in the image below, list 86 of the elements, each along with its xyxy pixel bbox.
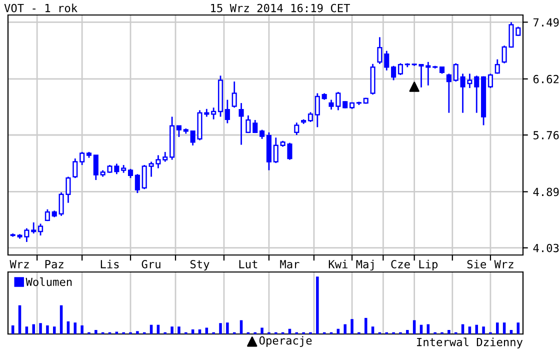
candlestick <box>134 173 140 194</box>
candlestick <box>246 114 251 134</box>
bar <box>46 325 49 334</box>
bar <box>448 330 450 334</box>
x-tick-label: Lut <box>239 260 258 268</box>
bar <box>516 322 520 334</box>
x-tick-label: Kwi <box>328 260 348 268</box>
candlestick <box>391 65 396 81</box>
candlestick <box>232 80 237 108</box>
candlestick <box>162 151 168 162</box>
x-tick-label: Sie <box>467 260 486 268</box>
y-tick-label: 4.89 <box>533 188 559 196</box>
bar <box>219 323 222 334</box>
y-tick-label: 5.76 <box>534 131 559 140</box>
bar <box>406 330 409 334</box>
candlestick <box>488 73 493 89</box>
bar <box>371 326 374 334</box>
bar <box>364 318 368 334</box>
bar <box>205 328 208 334</box>
candlestick <box>260 129 265 140</box>
bar <box>316 276 319 334</box>
candlestick <box>474 74 480 114</box>
bar <box>18 305 22 334</box>
bar <box>94 330 98 334</box>
candlestick <box>314 92 320 128</box>
bar <box>475 324 478 334</box>
bar <box>240 320 243 334</box>
y-tick-label: 6.62 <box>533 74 559 84</box>
bar <box>80 325 84 334</box>
candlestick <box>72 158 78 179</box>
candlestick <box>38 223 44 236</box>
x-tick-label: Paz <box>45 260 64 268</box>
bar <box>39 323 42 334</box>
candlestick <box>31 222 36 234</box>
candlestick <box>142 164 147 190</box>
y-tick-label: 7.49 <box>533 18 559 27</box>
bar <box>136 331 139 334</box>
chart-title: VOT - 1 rok <box>4 4 78 12</box>
bar <box>426 324 430 334</box>
text: Interwal Dzienny <box>417 338 523 348</box>
bar <box>74 322 77 334</box>
bar <box>32 324 35 334</box>
x-tick-label: Cze <box>391 260 410 268</box>
bar <box>412 320 416 334</box>
candlestick <box>294 122 300 136</box>
bar <box>468 326 472 334</box>
legend-label: Wolumen <box>26 277 72 286</box>
candlestick <box>273 136 278 164</box>
bar <box>170 326 174 334</box>
bar <box>52 326 56 334</box>
bar <box>350 319 354 334</box>
legend-label: Operacje <box>259 336 312 347</box>
candlestick <box>211 106 216 120</box>
candlestick <box>446 73 452 114</box>
x-tick-label: Lis <box>100 260 119 268</box>
x-tick-label: Wrz <box>494 260 514 268</box>
candlestick <box>384 50 390 72</box>
candlestick <box>238 102 244 146</box>
x-tick-label: Lip <box>419 260 438 271</box>
chart-subtitle: 15 Wrz 2014 16:19 CET <box>211 4 350 12</box>
candlestick <box>128 168 134 179</box>
bar <box>260 328 264 334</box>
candlestick <box>398 62 404 76</box>
candlestick <box>224 99 230 124</box>
candlestick <box>176 125 182 138</box>
bar <box>502 322 506 334</box>
x-tick-label: Mar <box>280 260 300 268</box>
bar <box>60 305 63 334</box>
y-tick-label: 4.03 <box>533 244 559 252</box>
candlestick <box>93 154 98 181</box>
bar <box>496 322 499 334</box>
candlestick <box>494 58 500 74</box>
x-tick-label: Maj <box>356 260 374 271</box>
candlestick <box>80 151 85 166</box>
bar <box>344 324 346 334</box>
candlestick <box>377 36 382 65</box>
bar <box>178 326 180 334</box>
candlestick <box>252 119 258 134</box>
candlestick <box>308 111 314 123</box>
x-tick-label: Sty <box>190 260 210 271</box>
x-tick-label: Wrz <box>10 260 29 268</box>
x-tick-label: Gru <box>142 260 160 268</box>
bar <box>482 326 485 334</box>
bar <box>461 324 464 334</box>
bar <box>226 322 229 334</box>
bar <box>25 326 28 334</box>
